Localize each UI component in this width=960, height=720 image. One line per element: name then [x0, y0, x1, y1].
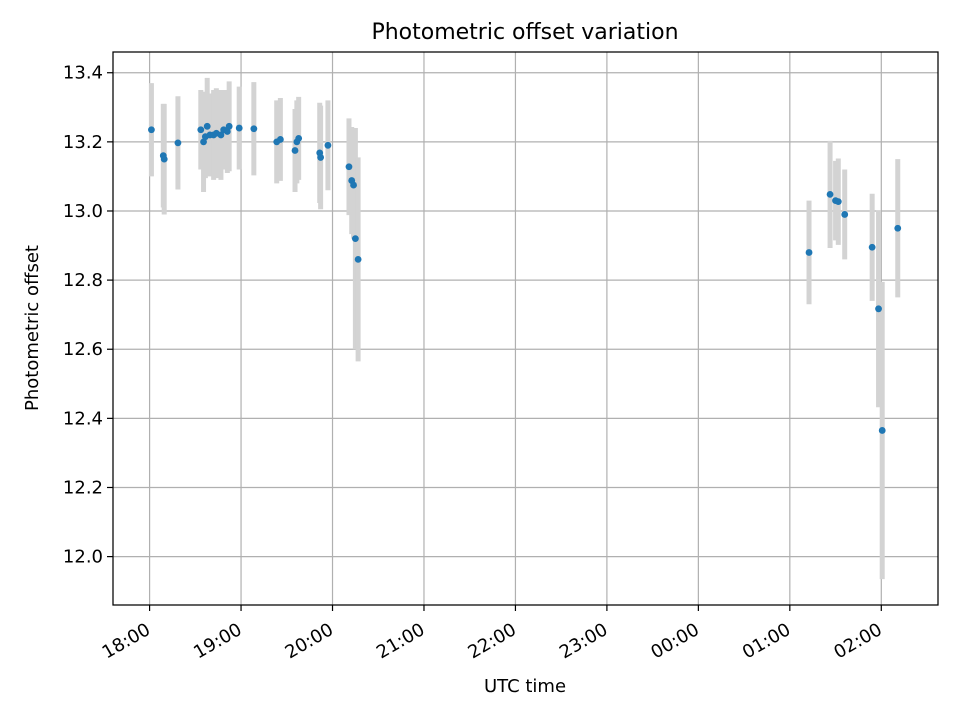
data-point: [878, 427, 886, 434]
y-tick-label: 12.2: [63, 477, 103, 498]
axes-frame: [112, 51, 939, 606]
chart-title: Photometric offset variation: [371, 20, 678, 45]
data-point: [834, 198, 842, 206]
data-point: [250, 125, 258, 133]
data-point: [235, 124, 243, 132]
y-tick-label: 12.8: [63, 270, 103, 291]
data-point: [826, 190, 834, 198]
data-point: [291, 147, 299, 154]
y-tick-label: 12.0: [63, 547, 103, 568]
y-tick-label: 13.0: [63, 201, 103, 222]
x-axis-label: UTC time: [484, 676, 566, 697]
data-point: [345, 163, 353, 171]
data-point: [894, 224, 902, 232]
data-point: [217, 131, 225, 139]
data-point: [324, 141, 332, 149]
data-point: [203, 122, 211, 130]
y-axis-label: Photometric offset: [22, 245, 43, 411]
data-point: [351, 235, 359, 243]
data-point: [317, 154, 325, 161]
data-point: [868, 243, 876, 251]
y-tick-label: 13.4: [63, 63, 103, 84]
y-tick-label: 12.6: [63, 339, 103, 360]
data-point: [200, 138, 207, 146]
data-point: [148, 126, 155, 134]
data-point: [805, 249, 813, 256]
data-point: [160, 155, 168, 163]
data-point: [223, 128, 231, 135]
data-point: [225, 122, 233, 130]
data-point: [174, 139, 182, 147]
data-point: [841, 211, 849, 218]
y-tick-label: 12.4: [63, 408, 103, 429]
data-point: [354, 255, 362, 263]
grid: [113, 52, 938, 605]
data-point: [276, 136, 284, 143]
y-tick-label: 13.2: [63, 132, 103, 153]
data-point: [875, 305, 882, 313]
data-point: [295, 135, 303, 142]
y-axis-ticks: 12.0 12.2 12.4 12.6 12.8 13.0 13.2 13.4: [63, 63, 113, 568]
data-point: [350, 181, 357, 189]
plot-area: [113, 52, 938, 605]
data-point: [197, 126, 205, 134]
data-points: [148, 122, 902, 434]
